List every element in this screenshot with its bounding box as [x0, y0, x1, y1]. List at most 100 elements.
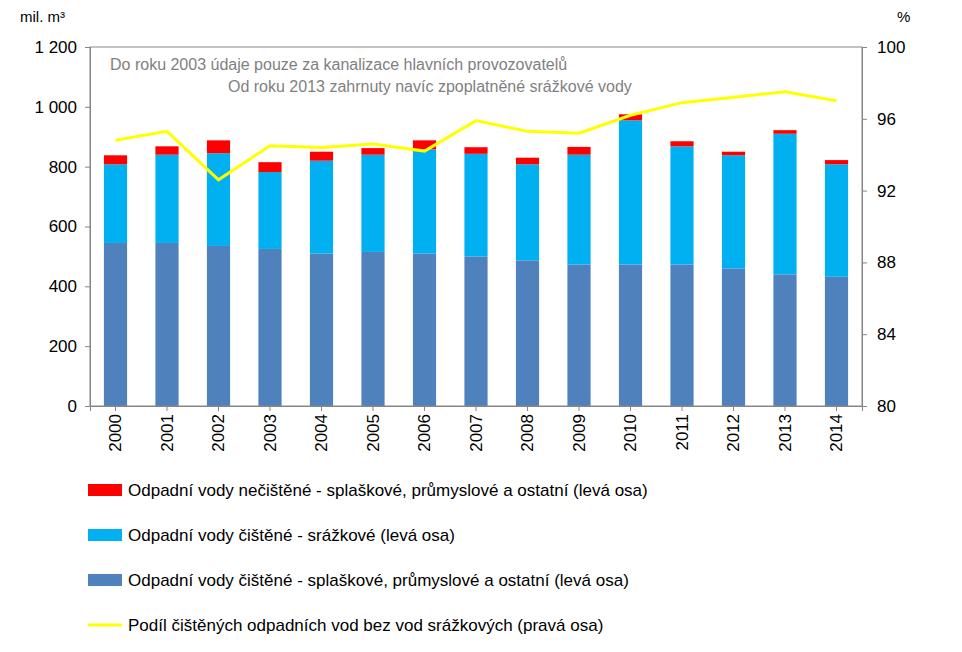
bar	[516, 260, 539, 406]
tick-mark	[862, 119, 867, 120]
bar	[619, 264, 642, 406]
legend-label: Odpadní vody čištěné - splaškové, průmys…	[128, 571, 629, 590]
bar	[464, 154, 487, 257]
tick: 2002	[209, 406, 228, 452]
bar	[825, 160, 848, 164]
tick: 96	[862, 110, 896, 129]
tick-label: 84	[877, 325, 896, 344]
bar	[825, 164, 848, 276]
tick-mark	[85, 47, 90, 48]
legend: Odpadní vody nečištěné - splaškové, prům…	[88, 481, 648, 635]
bar	[464, 147, 487, 154]
bar	[825, 277, 848, 406]
bar	[567, 264, 590, 406]
bar	[567, 155, 590, 265]
tick: 2011	[673, 406, 692, 451]
bar	[722, 152, 745, 156]
tick-label: 2007	[467, 414, 486, 452]
tick: 2005	[364, 406, 383, 452]
bar	[207, 140, 230, 153]
tick: 2001	[158, 406, 177, 452]
tick-label: 2005	[364, 414, 383, 452]
chart: 02004006008001 0001 20080848892961002000…	[0, 0, 962, 652]
tick: 2003	[261, 406, 280, 452]
bar	[670, 141, 693, 146]
bar	[516, 164, 539, 260]
tick: 400	[49, 277, 90, 296]
tick-label: 88	[877, 253, 896, 272]
tick-label: 2000	[106, 414, 125, 452]
bar	[722, 155, 745, 268]
tick: 92	[862, 182, 896, 201]
tick: 600	[49, 217, 90, 236]
tick-label: 96	[877, 110, 896, 129]
tick-mark	[321, 406, 322, 411]
x-axis: 2000200120022003200420052006200720082009…	[91, 406, 863, 452]
tick-label: 2001	[158, 414, 177, 452]
tick-mark	[862, 191, 867, 192]
axis-line	[91, 407, 863, 412]
legend-swatch	[88, 529, 122, 541]
tick-label: 2004	[312, 414, 331, 452]
bar	[773, 274, 796, 406]
tick-label: 400	[49, 277, 77, 296]
tick-label: 2012	[724, 414, 743, 452]
annotation: Do roku 2003 údaje pouze za kanalizace h…	[110, 56, 567, 73]
legend-swatch	[88, 624, 122, 627]
tick-mark	[85, 286, 90, 287]
tick-mark	[862, 262, 867, 263]
tick-mark	[85, 167, 90, 168]
tick-label: 2011	[673, 414, 692, 451]
tick: 2014	[827, 406, 846, 452]
bar	[567, 147, 590, 155]
tick: 1 000	[34, 98, 90, 117]
legend-swatch	[88, 484, 122, 496]
y2-axis-title: %	[897, 8, 910, 25]
bar	[104, 243, 127, 406]
bar	[722, 268, 745, 406]
annotation: Od roku 2013 zahrnuty navíc zpoplatněné …	[228, 78, 632, 95]
bar	[361, 252, 384, 406]
bar	[104, 155, 127, 164]
bar	[258, 162, 281, 172]
tick: 2013	[776, 406, 795, 452]
bar	[155, 146, 178, 154]
tick-mark	[85, 107, 90, 108]
tick: 100	[862, 38, 905, 57]
bar	[207, 246, 230, 406]
bar	[310, 152, 333, 161]
tick-label: 2010	[621, 414, 640, 452]
bar	[464, 256, 487, 406]
legend-label: Odpadní vody nečištěné - splaškové, prům…	[128, 481, 648, 500]
bar	[619, 120, 642, 264]
axis-line	[85, 48, 91, 407]
tick: 2009	[570, 406, 589, 452]
tick-mark	[785, 406, 786, 411]
bar	[361, 148, 384, 155]
tick-mark	[733, 406, 734, 411]
bar	[516, 158, 539, 165]
bar	[413, 253, 436, 406]
tick-label: 100	[877, 38, 905, 57]
bar	[310, 161, 333, 254]
tick-mark	[372, 406, 373, 411]
tick: 2000	[106, 406, 125, 452]
line	[115, 92, 836, 180]
tick-mark	[424, 406, 425, 411]
tick-mark	[115, 406, 116, 411]
tick-label: 2014	[827, 414, 846, 452]
y-axis-title: mil. m³	[20, 8, 65, 25]
tick-label: 2009	[570, 414, 589, 452]
tick-label: 0	[68, 397, 77, 416]
bar	[258, 172, 281, 249]
plot: 02004006008001 0001 20080848892961002000…	[34, 38, 905, 452]
axis-line	[863, 48, 868, 407]
tick-label: 2002	[209, 414, 228, 452]
tick-label: 600	[49, 217, 77, 236]
legend-swatch	[88, 574, 122, 586]
legend-label: Odpadní vody čištěné - srážkové (levá os…	[128, 526, 455, 545]
tick: 2007	[467, 406, 486, 452]
tick-label: 1 000	[34, 98, 77, 117]
plot-frame	[90, 47, 862, 406]
tick-mark	[579, 406, 580, 411]
